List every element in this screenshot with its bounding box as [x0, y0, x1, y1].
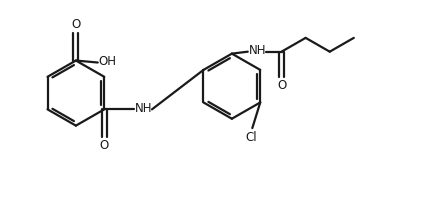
Text: NH: NH — [135, 102, 153, 115]
Text: O: O — [71, 18, 81, 31]
Text: O: O — [100, 139, 109, 152]
Text: NH: NH — [249, 44, 266, 57]
Text: OH: OH — [99, 55, 117, 68]
Text: O: O — [277, 79, 286, 92]
Text: Cl: Cl — [245, 131, 257, 144]
